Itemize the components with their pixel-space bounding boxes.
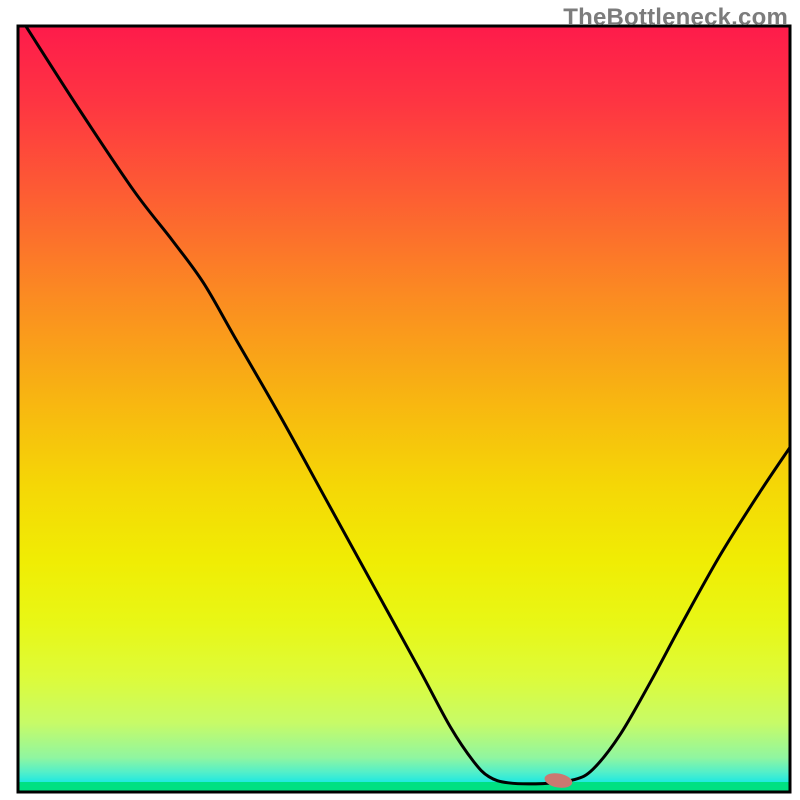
bottleneck-chart <box>0 0 800 800</box>
chart-container: TheBottleneck.com <box>0 0 800 800</box>
watermark-text: TheBottleneck.com <box>563 4 788 32</box>
gradient-background <box>18 26 790 792</box>
